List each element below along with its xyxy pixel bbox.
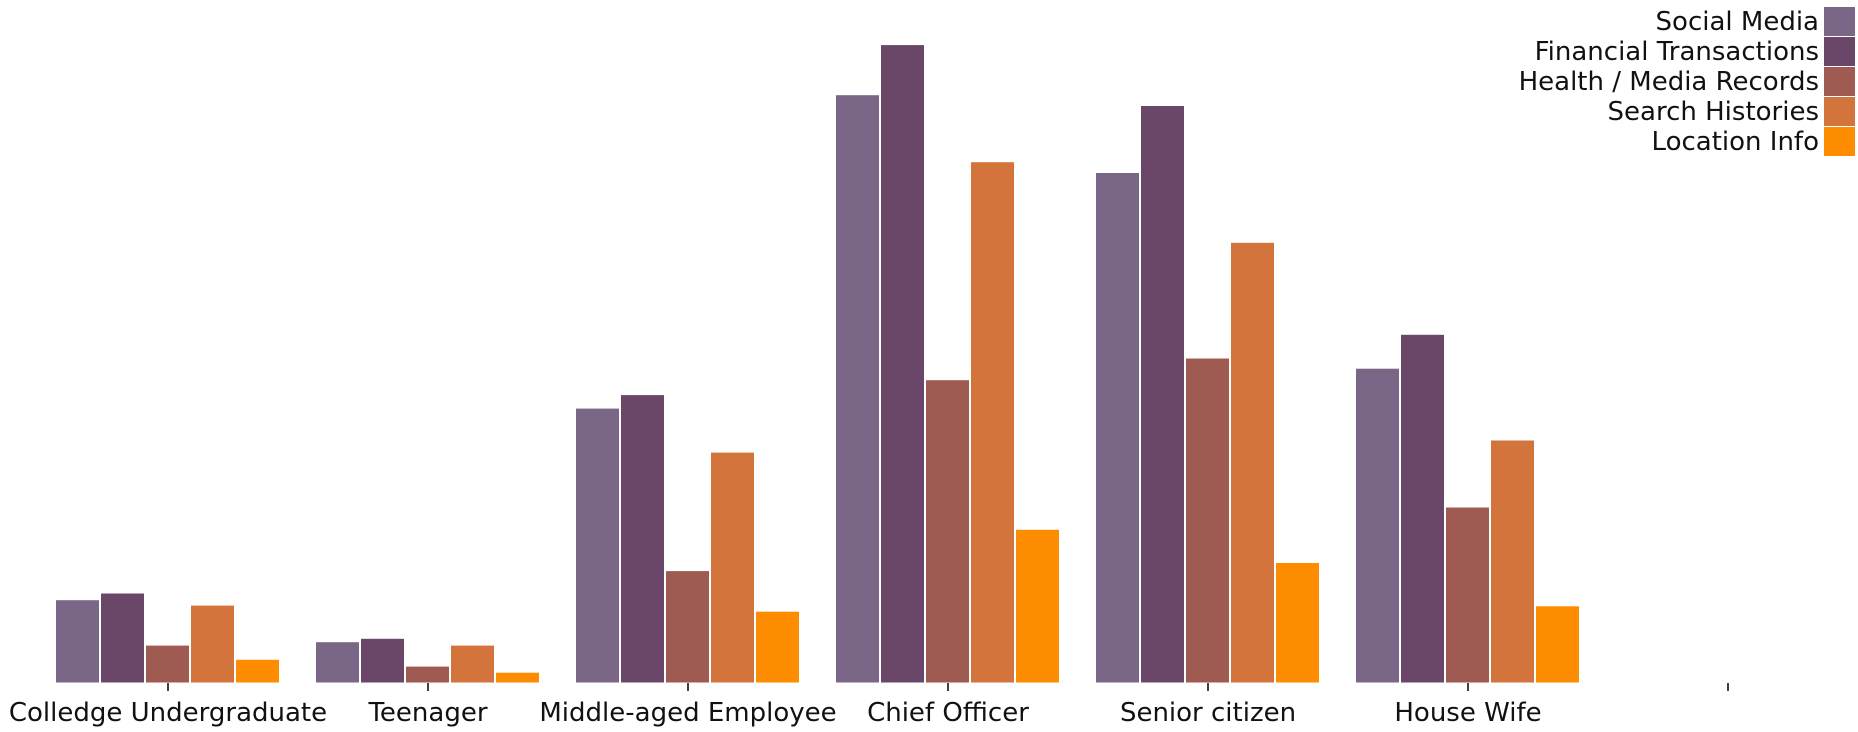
bars-layer <box>55 44 1580 684</box>
bar-teenager-financial-transactions <box>360 637 405 684</box>
legend-swatch <box>1824 7 1855 36</box>
x-tick-label: House Wife <box>1394 698 1541 728</box>
bar-teenager-health-media-records <box>405 665 450 684</box>
x-tick-label: Colledge Undergraduate <box>9 698 327 728</box>
bar-chief-officer-search-histories <box>970 161 1015 684</box>
legend-swatch <box>1824 37 1855 66</box>
legend-label: Social Media <box>1656 7 1819 37</box>
legend-label: Health / Media Records <box>1519 67 1819 97</box>
x-tick-label: Teenager <box>367 698 487 728</box>
bar-colledge-undergraduate-health-media-records <box>145 644 190 684</box>
x-axis: Colledge Undergraduate Teenager Middle-age… <box>9 683 1729 728</box>
bar-colledge-undergraduate-social-media <box>55 599 100 684</box>
legend-swatch <box>1824 127 1855 156</box>
bar-middle-aged-employee-health-media-records <box>665 570 710 684</box>
bar-senior-citizen-financial-transactions <box>1140 105 1185 684</box>
bar-chief-officer-location-info <box>1015 528 1060 684</box>
bar-chief-officer-financial-transactions <box>880 44 925 684</box>
bar-senior-citizen-social-media <box>1095 172 1140 684</box>
bar-senior-citizen-location-info <box>1275 562 1320 684</box>
legend-swatch <box>1824 67 1855 96</box>
legend-swatch <box>1824 97 1855 126</box>
bar-chief-officer-social-media <box>835 94 880 684</box>
bar-house-wife-location-info <box>1535 605 1580 684</box>
x-tick-label: Senior citizen <box>1120 698 1296 728</box>
legend-label: Location Info <box>1652 127 1819 157</box>
bar-colledge-undergraduate-financial-transactions <box>100 592 145 684</box>
bar-colledge-undergraduate-location-info <box>235 658 280 684</box>
bar-middle-aged-employee-search-histories <box>710 451 755 684</box>
bar-house-wife-search-histories <box>1490 439 1535 684</box>
x-tick-label: Middle-aged Employee <box>539 698 836 728</box>
bar-teenager-location-info <box>495 671 540 684</box>
bar-middle-aged-employee-location-info <box>755 610 800 684</box>
bar-senior-citizen-search-histories <box>1230 241 1275 684</box>
bar-middle-aged-employee-social-media <box>575 407 620 684</box>
legend-label: Search Histories <box>1608 97 1819 127</box>
bar-teenager-social-media <box>315 641 360 684</box>
bar-house-wife-social-media <box>1355 367 1400 684</box>
bar-colledge-undergraduate-search-histories <box>190 604 235 684</box>
bar-chief-officer-health-media-records <box>925 379 970 684</box>
bar-teenager-search-histories <box>450 644 495 684</box>
x-tick-label: Chief Officer <box>867 698 1029 728</box>
bar-senior-citizen-health-media-records <box>1185 357 1230 684</box>
bar-house-wife-financial-transactions <box>1400 333 1445 684</box>
legend-label: Financial Transactions <box>1535 37 1819 67</box>
bar-middle-aged-employee-financial-transactions <box>620 394 665 684</box>
bar-house-wife-health-media-records <box>1445 506 1490 684</box>
